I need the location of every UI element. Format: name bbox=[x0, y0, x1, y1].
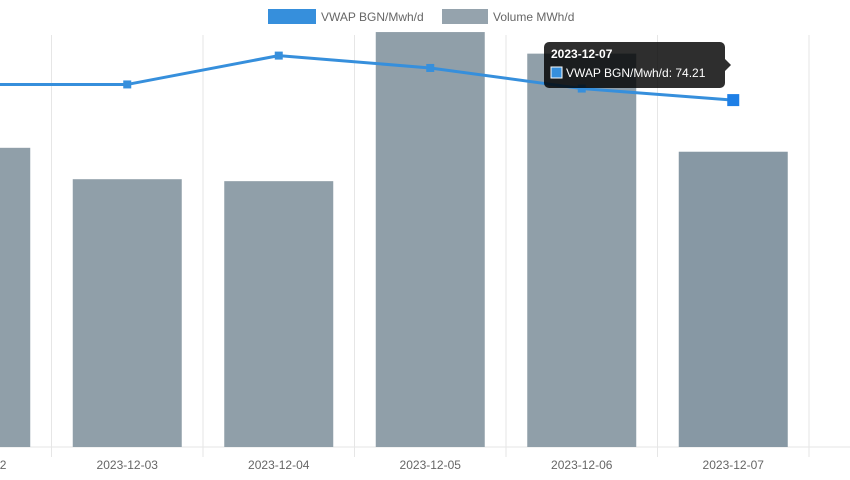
legend[interactable]: VWAP BGN/Mwh/d Volume MWh/d bbox=[268, 9, 574, 24]
legend-swatch[interactable] bbox=[268, 9, 316, 24]
legend-label[interactable]: VWAP BGN/Mwh/d bbox=[321, 10, 424, 24]
tooltip-box bbox=[544, 42, 725, 88]
vwap-point[interactable] bbox=[577, 84, 586, 93]
volume-bar[interactable] bbox=[527, 53, 637, 448]
vwap-point[interactable] bbox=[123, 80, 132, 89]
tooltip-swatch bbox=[550, 66, 563, 79]
x-tick-label: 2023-12-02 bbox=[0, 458, 7, 472]
x-tick-label: 2023-12-04 bbox=[248, 458, 310, 472]
tooltip-title: 2023-12-07 bbox=[551, 47, 613, 61]
vwap-series-line bbox=[0, 54, 734, 102]
vwap-point[interactable] bbox=[426, 63, 435, 72]
legend-label[interactable]: Volume MWh/d bbox=[493, 10, 574, 24]
volume-bar[interactable] bbox=[678, 151, 788, 447]
volume-bar[interactable] bbox=[72, 179, 182, 447]
legend-swatch[interactable] bbox=[442, 9, 488, 24]
x-tick-label: 2023-12-03 bbox=[97, 458, 159, 472]
vwap-line bbox=[0, 51, 740, 107]
volume-bar[interactable] bbox=[224, 181, 334, 447]
volume-bar[interactable] bbox=[375, 32, 485, 448]
tooltip-caret bbox=[725, 59, 731, 71]
x-tick-label: 2023-12-06 bbox=[551, 458, 613, 472]
x-axis-ticks: 2023-12-02 2023-12-03 2023-12-04 2023-12-05… bbox=[0, 458, 764, 472]
x-tick-label: 2023-12-07 bbox=[703, 458, 765, 472]
volume-bar[interactable] bbox=[0, 147, 31, 448]
tooltip: 2023-12-07 VWAP BGN/Mwh/d: 74.21 bbox=[544, 42, 731, 88]
tooltip-label: VWAP BGN/Mwh/d: 74.21 bbox=[566, 66, 706, 80]
volume-bars bbox=[0, 32, 788, 448]
x-tick-label: 2023-12-05 bbox=[400, 458, 462, 472]
vwap-point[interactable] bbox=[727, 94, 740, 107]
vwap-point[interactable] bbox=[274, 51, 283, 60]
